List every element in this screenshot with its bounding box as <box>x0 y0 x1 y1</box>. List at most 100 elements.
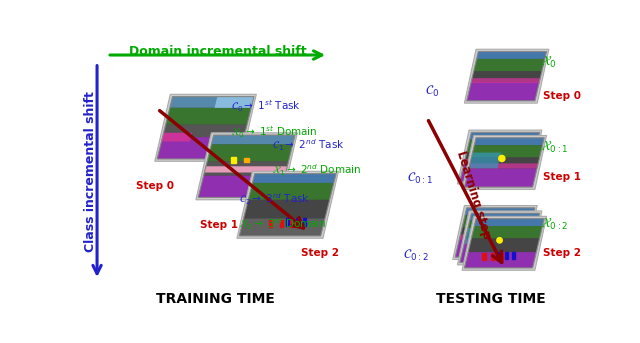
Polygon shape <box>163 125 247 137</box>
Text: $\mathcal{C}_2 \rightarrow$ 3$^{rd}$ Task: $\mathcal{C}_2 \rightarrow$ 3$^{rd}$ Tas… <box>239 191 310 207</box>
Bar <box>303 218 306 226</box>
Text: Step 0: Step 0 <box>136 181 174 191</box>
Polygon shape <box>464 239 534 244</box>
Polygon shape <box>452 205 537 259</box>
Polygon shape <box>198 135 295 198</box>
Polygon shape <box>467 140 538 152</box>
Polygon shape <box>170 97 254 108</box>
Text: Step 1: Step 1 <box>200 220 238 230</box>
Polygon shape <box>244 200 330 218</box>
Polygon shape <box>198 176 285 198</box>
Polygon shape <box>470 213 540 221</box>
Bar <box>505 252 508 259</box>
Polygon shape <box>204 161 289 176</box>
Text: $\mathcal{C}_0 \rightarrow$ 1$^{st}$ Task: $\mathcal{C}_0 \rightarrow$ 1$^{st}$ Tas… <box>231 99 301 114</box>
Polygon shape <box>462 216 547 270</box>
Bar <box>286 218 289 226</box>
Polygon shape <box>161 133 192 142</box>
Polygon shape <box>471 71 542 82</box>
Text: Class incremental shift: Class incremental shift <box>84 92 97 252</box>
Text: $\mathcal{C}_{0:1}$: $\mathcal{C}_{0:1}$ <box>407 171 433 186</box>
Polygon shape <box>239 174 336 236</box>
Polygon shape <box>468 238 540 252</box>
Bar <box>280 220 283 227</box>
Polygon shape <box>458 211 542 265</box>
Polygon shape <box>464 233 535 244</box>
Polygon shape <box>474 59 545 71</box>
Polygon shape <box>465 218 544 268</box>
Text: Learning step: Learning step <box>454 150 493 241</box>
Circle shape <box>497 238 502 243</box>
Polygon shape <box>474 138 544 145</box>
Text: $\mathcal{X}_1 \rightarrow$ 2$^{nd}$ Domain: $\mathcal{X}_1 \rightarrow$ 2$^{nd}$ Dom… <box>272 163 362 178</box>
Polygon shape <box>155 94 256 161</box>
Polygon shape <box>252 174 336 183</box>
Polygon shape <box>460 235 529 239</box>
Polygon shape <box>460 213 540 262</box>
Bar <box>483 253 486 260</box>
Polygon shape <box>465 252 536 268</box>
Text: $\mathcal{X}_0$: $\mathcal{X}_0$ <box>541 55 557 70</box>
Polygon shape <box>467 82 540 101</box>
Text: $\mathcal{X}_0 \rightarrow$ 1$^{st}$ Domain: $\mathcal{X}_0 \rightarrow$ 1$^{st}$ Dom… <box>231 124 317 140</box>
Polygon shape <box>196 133 298 200</box>
Text: $\mathcal{X}_2 \rightarrow$ 3$^{rd}$ Domain: $\mathcal{X}_2 \rightarrow$ 3$^{rd}$ Dom… <box>239 217 326 232</box>
Polygon shape <box>248 183 334 200</box>
Polygon shape <box>470 132 540 140</box>
Bar <box>491 253 493 260</box>
Polygon shape <box>462 135 547 189</box>
Polygon shape <box>472 145 543 157</box>
Text: $\mathcal{C}_{0:2}$: $\mathcal{C}_{0:2}$ <box>403 248 429 263</box>
Text: Step 1: Step 1 <box>543 172 582 182</box>
Text: TRAINING TIME: TRAINING TIME <box>156 292 275 306</box>
Polygon shape <box>464 228 497 244</box>
Polygon shape <box>211 135 295 144</box>
Circle shape <box>494 231 500 237</box>
Bar <box>495 252 499 259</box>
Text: Step 0: Step 0 <box>543 91 582 101</box>
Polygon shape <box>469 153 501 168</box>
Polygon shape <box>460 163 532 182</box>
Polygon shape <box>474 218 544 226</box>
Bar <box>231 157 236 163</box>
Polygon shape <box>469 163 538 168</box>
Circle shape <box>499 155 505 162</box>
Bar <box>291 220 294 227</box>
Bar <box>512 252 515 259</box>
Polygon shape <box>460 227 531 238</box>
Bar <box>269 220 273 227</box>
Polygon shape <box>214 97 254 108</box>
Text: $\mathcal{C}_0$: $\mathcal{C}_0$ <box>424 84 439 99</box>
Polygon shape <box>157 97 254 159</box>
Polygon shape <box>455 238 528 257</box>
Polygon shape <box>460 244 532 262</box>
Polygon shape <box>166 108 251 125</box>
Polygon shape <box>465 49 549 103</box>
Polygon shape <box>467 221 538 233</box>
Polygon shape <box>465 168 537 187</box>
Text: $\mathcal{C}_1 \rightarrow$ 2$^{nd}$ Task: $\mathcal{C}_1 \rightarrow$ 2$^{nd}$ Tas… <box>272 137 345 153</box>
Text: Domain incremental shift: Domain incremental shift <box>129 45 307 58</box>
Text: $\mathcal{X}_{0:1}$: $\mathcal{X}_{0:1}$ <box>541 140 568 155</box>
Polygon shape <box>460 132 540 182</box>
Polygon shape <box>465 208 535 215</box>
Polygon shape <box>464 159 533 164</box>
Polygon shape <box>472 226 543 238</box>
Polygon shape <box>455 208 535 257</box>
Text: $\mathcal{X}_{0:2}$: $\mathcal{X}_{0:2}$ <box>541 217 568 232</box>
Polygon shape <box>469 157 540 168</box>
Bar <box>244 158 249 162</box>
Polygon shape <box>467 51 547 101</box>
Polygon shape <box>477 51 547 59</box>
Bar <box>499 253 502 260</box>
Polygon shape <box>207 144 292 161</box>
Polygon shape <box>458 130 542 184</box>
Polygon shape <box>464 152 535 163</box>
Polygon shape <box>471 78 540 83</box>
Bar <box>296 218 300 226</box>
Polygon shape <box>204 166 287 173</box>
Polygon shape <box>462 215 533 227</box>
Polygon shape <box>157 137 244 159</box>
Polygon shape <box>237 171 339 238</box>
Text: Step 2: Step 2 <box>543 248 582 258</box>
